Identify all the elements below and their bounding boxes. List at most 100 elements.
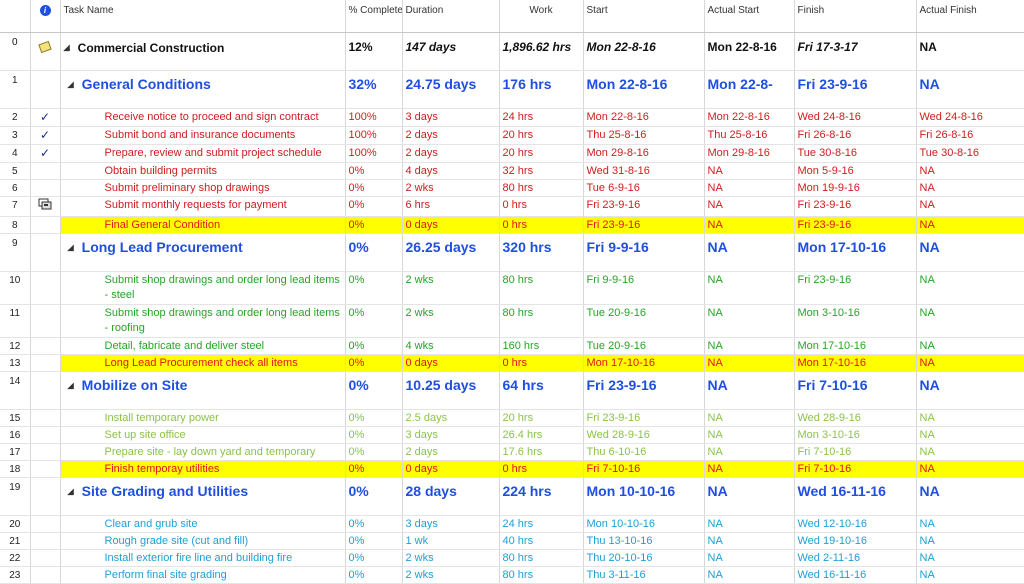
actual-start-cell[interactable]: Mon 22-8-16 — [704, 108, 795, 127]
actual-finish-cell[interactable]: NA — [916, 196, 1024, 217]
actual-finish-cell[interactable]: NA — [916, 443, 1024, 461]
start-column-header[interactable]: Start — [583, 0, 705, 33]
percent-complete-cell[interactable]: 100% — [345, 108, 403, 127]
duration-cell[interactable]: 2 wks — [402, 304, 500, 338]
indicator-cell[interactable] — [30, 371, 61, 410]
work-cell[interactable]: 20 hrs — [499, 126, 584, 145]
row-id[interactable]: 20 — [0, 515, 31, 533]
finish-column-header[interactable]: Finish — [794, 0, 917, 33]
percent-complete-cell[interactable]: 0% — [345, 337, 403, 355]
duration-cell[interactable]: 2 days — [402, 144, 500, 163]
task-name-cell[interactable]: Submit monthly requests for payment — [60, 196, 346, 217]
actual-start-cell[interactable]: NA — [704, 337, 795, 355]
actual-finish-cell[interactable]: Fri 26-8-16 — [916, 126, 1024, 145]
duration-cell[interactable]: 2 days — [402, 126, 500, 145]
actual-start-cell[interactable]: NA — [704, 515, 795, 533]
indicator-cell[interactable] — [30, 515, 61, 533]
actual-start-cell[interactable]: Mon 29-8-16 — [704, 144, 795, 163]
actual-finish-cell[interactable]: Tue 30-8-16 — [916, 144, 1024, 163]
percent-complete-cell[interactable]: 0% — [345, 566, 403, 584]
start-cell[interactable]: Thu 3-11-16 — [583, 566, 705, 584]
actual-finish-cell[interactable]: NA — [916, 304, 1024, 338]
task-row[interactable]: 5 Obtain building permits 0% 4 days 32 h… — [0, 162, 1024, 180]
percent-complete-cell[interactable]: 0% — [345, 549, 403, 567]
actual-finish-column-header[interactable]: Actual Finish — [916, 0, 1024, 33]
row-id[interactable]: 10 — [0, 271, 31, 305]
actual-start-cell[interactable]: Mon 22-8- — [704, 70, 795, 109]
task-name-cell[interactable]: Prepare site - lay down yard and tempora… — [60, 443, 346, 461]
indicator-cell[interactable] — [30, 426, 61, 444]
actual-start-cell[interactable]: NA — [704, 304, 795, 338]
row-id[interactable]: 17 — [0, 443, 31, 461]
percent-complete-cell[interactable]: 0% — [345, 354, 403, 372]
duration-cell[interactable]: 10.25 days — [402, 371, 500, 410]
task-row[interactable]: 12 Detail, fabricate and deliver steel 0… — [0, 337, 1024, 355]
task-name-cell[interactable]: ◢ General Conditions — [60, 70, 346, 109]
recurring-task-icon[interactable] — [30, 196, 61, 217]
row-id[interactable]: 5 — [0, 162, 31, 180]
actual-finish-cell[interactable]: NA — [916, 271, 1024, 305]
note-icon[interactable] — [30, 32, 61, 71]
task-name-cell[interactable]: Set up site office — [60, 426, 346, 444]
row-id[interactable]: 7 — [0, 196, 31, 217]
percent-complete-cell[interactable]: 0% — [345, 304, 403, 338]
indicator-cell[interactable]: ✓ — [30, 144, 61, 163]
actual-start-cell[interactable]: NA — [704, 233, 795, 272]
indicator-cell[interactable] — [30, 271, 61, 305]
start-cell[interactable]: Mon 22-8-16 — [583, 108, 705, 127]
task-name-cell[interactable]: Obtain building permits — [60, 162, 346, 180]
summary-task-row[interactable]: 1 ◢ General Conditions 32% 24.75 days 176… — [0, 70, 1024, 109]
row-id[interactable]: 3 — [0, 126, 31, 145]
percent-complete-cell[interactable]: 0% — [345, 196, 403, 217]
actual-start-cell[interactable]: NA — [704, 426, 795, 444]
actual-finish-cell[interactable]: NA — [916, 179, 1024, 197]
work-cell[interactable]: 320 hrs — [499, 233, 584, 272]
work-cell[interactable]: 0 hrs — [499, 460, 584, 478]
actual-finish-cell[interactable]: NA — [916, 566, 1024, 584]
percent-complete-cell[interactable]: 0% — [345, 532, 403, 550]
row-id[interactable]: 14 — [0, 371, 31, 410]
task-name-cell[interactable]: Submit shop drawings and order long lead… — [60, 304, 346, 338]
row-id[interactable]: 9 — [0, 233, 31, 272]
row-id[interactable]: 2 — [0, 108, 31, 127]
finish-cell[interactable]: Wed 28-9-16 — [794, 409, 917, 427]
task-row[interactable]: 3 ✓ Submit bond and insurance documents … — [0, 126, 1024, 145]
actual-finish-cell[interactable]: NA — [916, 162, 1024, 180]
collapse-arrow-icon[interactable]: ◢ — [67, 381, 74, 390]
start-cell[interactable]: Tue 20-9-16 — [583, 304, 705, 338]
row-id[interactable]: 23 — [0, 566, 31, 584]
task-row[interactable]: 2 ✓ Receive notice to proceed and sign c… — [0, 108, 1024, 127]
actual-finish-cell[interactable]: NA — [916, 515, 1024, 533]
duration-cell[interactable]: 2 wks — [402, 271, 500, 305]
duration-cell[interactable]: 3 days — [402, 426, 500, 444]
percent-complete-cell[interactable]: 0% — [345, 460, 403, 478]
start-cell[interactable]: Thu 25-8-16 — [583, 126, 705, 145]
summary-task-row[interactable]: 9 ◢ Long Lead Procurement 0% 26.25 days 3… — [0, 233, 1024, 272]
task-name-cell[interactable]: Final General Condition — [60, 216, 346, 234]
duration-cell[interactable]: 147 days — [402, 32, 500, 71]
indicator-cell[interactable] — [30, 179, 61, 197]
start-cell[interactable]: Tue 6-9-16 — [583, 179, 705, 197]
actual-start-cell[interactable]: Thu 25-8-16 — [704, 126, 795, 145]
milestone-row[interactable]: 13 Long Lead Procurement check all items… — [0, 354, 1024, 372]
work-cell[interactable]: 32 hrs — [499, 162, 584, 180]
percent-complete-cell[interactable]: 0% — [345, 179, 403, 197]
finish-cell[interactable]: Wed 16-11-16 — [794, 566, 917, 584]
collapse-arrow-icon[interactable]: ◢ — [63, 43, 70, 52]
indicator-cell[interactable] — [30, 409, 61, 427]
actual-finish-cell[interactable]: NA — [916, 70, 1024, 109]
finish-cell[interactable]: Fri 23-9-16 — [794, 196, 917, 217]
work-cell[interactable]: 24 hrs — [499, 515, 584, 533]
task-name-cell[interactable]: Install exterior fire line and building … — [60, 549, 346, 567]
finish-cell[interactable]: Mon 17-10-16 — [794, 354, 917, 372]
indicator-cell[interactable] — [30, 233, 61, 272]
row-id[interactable]: 1 — [0, 70, 31, 109]
task-name-cell[interactable]: Detail, fabricate and deliver steel — [60, 337, 346, 355]
finish-cell[interactable]: Mon 5-9-16 — [794, 162, 917, 180]
work-cell[interactable]: 17.6 hrs — [499, 443, 584, 461]
percent-complete-cell[interactable]: 0% — [345, 371, 403, 410]
work-cell[interactable]: 20 hrs — [499, 409, 584, 427]
row-id[interactable]: 12 — [0, 337, 31, 355]
percent-complete-cell[interactable]: 0% — [345, 233, 403, 272]
work-cell[interactable]: 1,896.62 hrs — [499, 32, 584, 71]
